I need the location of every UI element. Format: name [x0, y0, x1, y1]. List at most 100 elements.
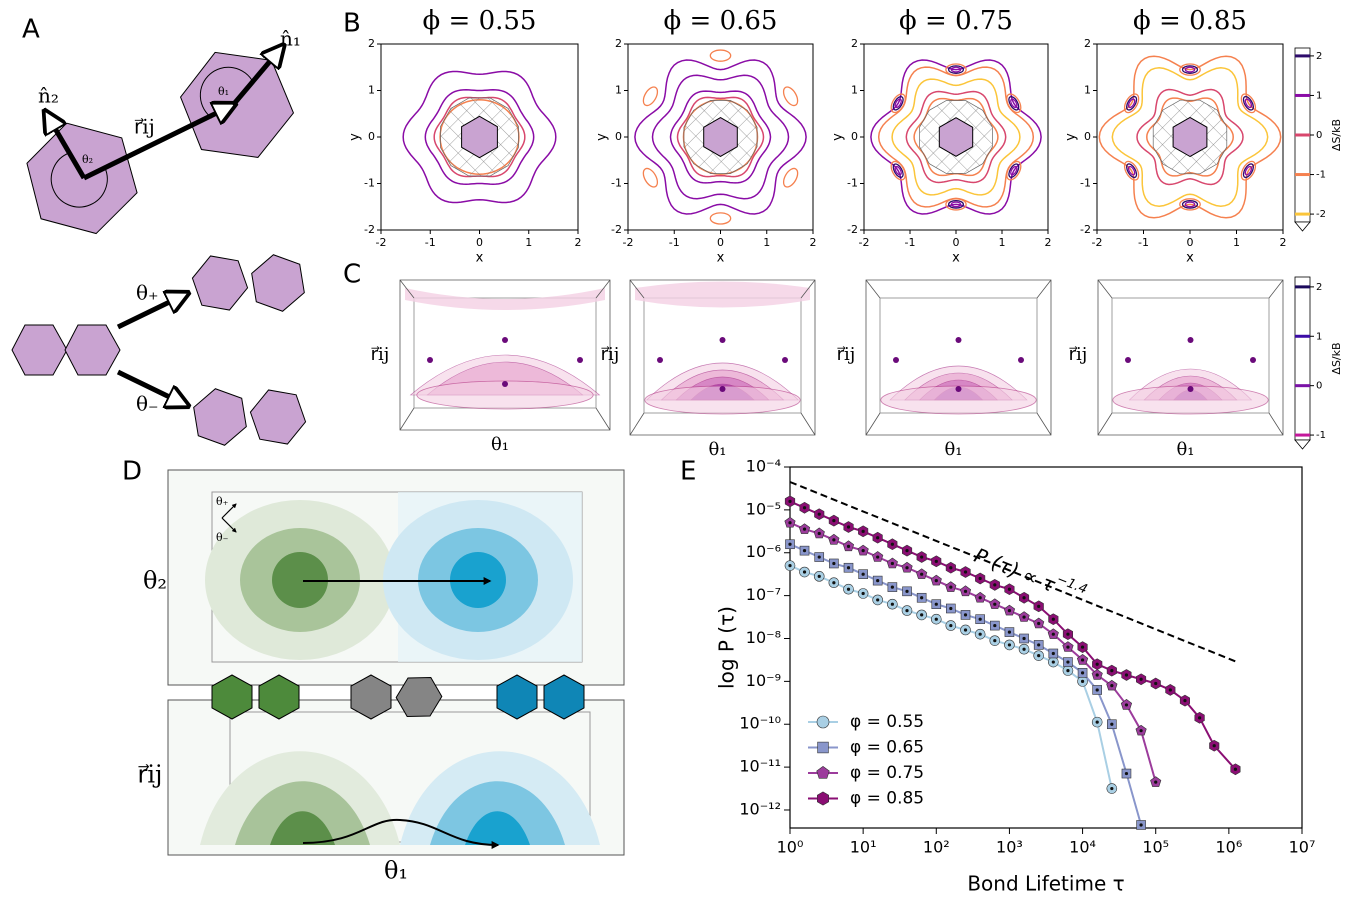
marker-center [993, 603, 996, 606]
reference-point [577, 357, 583, 363]
marker-center [832, 562, 835, 565]
x-tick-label: 10¹ [850, 838, 877, 857]
hexagon [246, 388, 310, 447]
y-tick-label: -2 [611, 223, 622, 236]
marker-center [1052, 660, 1055, 663]
marker-center [935, 579, 938, 582]
x-axis-label: x [476, 251, 484, 266]
y-tick-label: 0 [615, 130, 622, 143]
x-tick-label: 1 [999, 236, 1006, 249]
axis-label: θ₁ [944, 439, 962, 460]
x-tick-label: -2 [376, 236, 387, 249]
legend-marker [818, 742, 829, 753]
reference-point [1250, 357, 1256, 363]
marker-center [979, 596, 982, 599]
marker-center [1081, 645, 1084, 648]
marker-center [993, 583, 996, 586]
label: θ₁ [218, 85, 229, 98]
marker-center [1096, 688, 1099, 691]
marker-center [1081, 658, 1084, 661]
y-axis-label: y [1064, 133, 1079, 141]
marker-center [818, 532, 821, 535]
reference-point [502, 381, 508, 387]
label: θ₊ [216, 495, 229, 508]
marker-center [832, 581, 835, 584]
marker-center [1052, 652, 1055, 655]
reference-point [782, 357, 788, 363]
y-axis-label: y [595, 133, 610, 141]
colorbar-extend [1295, 222, 1310, 231]
marker-center [964, 628, 967, 631]
x-tick-label: 10³ [996, 838, 1023, 857]
marker-center [891, 603, 894, 606]
x-tick-label: 2 [810, 236, 817, 249]
y-tick-label: 0 [1084, 130, 1091, 143]
axis-label: θ₂ [143, 567, 167, 595]
marker-center [847, 545, 850, 548]
x-tick-label: 0 [1187, 236, 1194, 249]
marker-center [788, 500, 791, 503]
surface-plot [400, 280, 610, 430]
hexagon [65, 325, 120, 375]
hexagon [12, 325, 67, 375]
x-tick-label: -2 [623, 236, 634, 249]
marker-center [803, 549, 806, 552]
y-tick-label: -2 [847, 223, 858, 236]
colorbar [1295, 277, 1310, 440]
marker-center [803, 506, 806, 509]
legend-label: φ = 0.85 [850, 789, 924, 809]
reference-point [720, 337, 726, 343]
marker-center [964, 590, 967, 593]
colorbar-extend [1295, 440, 1310, 449]
marker-center [1110, 723, 1113, 726]
marker-center [949, 566, 952, 569]
marker-center [1022, 648, 1025, 651]
y-tick-label: 10⁻⁹ [746, 671, 781, 690]
surface [635, 282, 810, 308]
marker-center [1110, 669, 1113, 672]
label: r⃗ij [134, 115, 155, 139]
legend-label: φ = 0.75 [850, 763, 924, 783]
marker-center [803, 570, 806, 573]
marker-center [964, 570, 967, 573]
marker-center [1022, 637, 1025, 640]
x-tick-label: 10⁵ [1142, 838, 1169, 857]
colorbar-label: ΔS/kB [1330, 342, 1343, 374]
colorbar-tick-label: 0 [1316, 381, 1322, 392]
legend-marker [817, 716, 829, 728]
marker-center [979, 577, 982, 580]
x-tick-label: -1 [905, 236, 916, 249]
panel-d: θ₊ θ₋ θ₂ r⃗ij θ₁ [138, 470, 624, 885]
marker-center [1096, 721, 1099, 724]
marker-center [891, 586, 894, 589]
colorbar-tick-label: -1 [1316, 430, 1326, 441]
marker-center [818, 513, 821, 516]
surface-plot [1098, 280, 1283, 435]
marker-center [1154, 682, 1157, 685]
axis-label: r⃗ij [138, 761, 163, 789]
marker-center [818, 575, 821, 578]
label: n̂₁ [280, 27, 301, 51]
y-tick-label: -2 [364, 223, 375, 236]
marker-center [876, 555, 879, 558]
y-tick-label: 10⁻⁶ [746, 542, 781, 561]
marker-center [1125, 673, 1128, 676]
marker-center [788, 521, 791, 524]
colorbar-tick-label: 2 [1316, 51, 1322, 62]
y-tick-label: 0 [851, 130, 858, 143]
legend-marker [817, 792, 828, 805]
colorbar-tick-label: 1 [1316, 90, 1322, 101]
marker-center [1110, 787, 1113, 790]
y-axis-label: y [348, 133, 363, 141]
marker-center [862, 530, 865, 533]
reference-point [956, 337, 962, 343]
surface [405, 288, 605, 310]
reference-point [657, 357, 663, 363]
panel-label: A [22, 15, 40, 45]
y-tick-label: -1 [847, 177, 858, 190]
surface-plot [866, 280, 1051, 435]
marker-center [1008, 630, 1011, 633]
contour-plot [1097, 44, 1283, 230]
label: θ₂ [82, 153, 93, 166]
marker-center [847, 588, 850, 591]
